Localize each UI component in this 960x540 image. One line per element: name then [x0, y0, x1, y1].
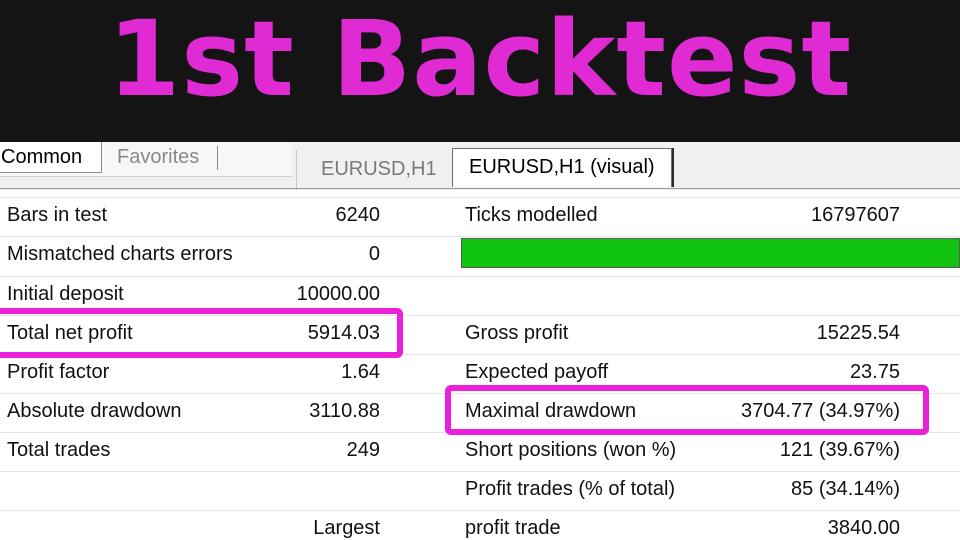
title-banner: 1st Backtest [0, 0, 960, 142]
row-divider [0, 315, 960, 316]
total-trades-label: Total trades [7, 439, 111, 461]
total-net-profit-label: Total net profit [7, 322, 133, 344]
initial-deposit-value: 10000.00 [296, 283, 380, 305]
row-divider [0, 197, 960, 198]
absolute-drawdown-label: Absolute drawdown [7, 400, 182, 422]
gross-profit-value: 15225.54 [816, 322, 900, 344]
row-divider [0, 276, 960, 277]
short-positions-value: 121 (39.67%) [779, 439, 900, 461]
total-net-profit-value: 5914.03 [307, 322, 380, 344]
bars-in-test-value: 6240 [335, 204, 381, 226]
row-divider [0, 236, 960, 237]
modelling-quality-bar [461, 238, 960, 268]
tab-eurusd-h1-visual[interactable]: EURUSD,H1 (visual) [452, 148, 672, 187]
bars-in-test-label: Bars in test [7, 204, 108, 226]
total-net-profit-highlight [0, 308, 403, 358]
row-divider [0, 393, 960, 394]
ticks-modelled-value: 16797607 [811, 204, 900, 226]
tab-separator [217, 146, 218, 170]
profit-factor-label: Profit factor [7, 361, 110, 383]
row-divider [0, 471, 960, 472]
total-trades-value: 249 [346, 439, 380, 461]
tab-common[interactable]: Common [0, 142, 102, 173]
tab-eurusd-h1[interactable]: EURUSD,H1 [296, 150, 461, 190]
expected-payoff-value: 23.75 [849, 361, 900, 383]
tab-bar: Common Favorites EURUSD,H1 EURUSD,H1 (vi… [0, 142, 960, 190]
largest-label: Largest [313, 517, 380, 539]
profit-factor-value: 1.64 [341, 361, 380, 383]
maximal-drawdown-label: Maximal drawdown [465, 400, 637, 422]
ticks-modelled-label: Ticks modelled [465, 204, 598, 226]
maximal-drawdown-value: 3704.77 (34.97%) [740, 400, 900, 422]
expected-payoff-label: Expected payoff [465, 361, 609, 383]
modelling-quality-fill [462, 239, 959, 267]
absolute-drawdown-value: 3110.88 [309, 400, 380, 422]
banner-title: 1st Backtest [107, 0, 853, 120]
row-divider [0, 510, 960, 511]
profit-trades-label: Profit trades (% of total) [465, 478, 676, 500]
largest-profit-trade-value: 3840.00 [827, 517, 900, 539]
tester-results-panel: Common Favorites EURUSD,H1 EURUSD,H1 (vi… [0, 142, 960, 540]
mismatched-errors-value: 0 [368, 243, 380, 265]
initial-deposit-label: Initial deposit [7, 283, 124, 305]
tab-divider [0, 188, 960, 189]
tab-favorites[interactable]: Favorites [117, 146, 200, 168]
largest-profit-trade-label: profit trade [465, 517, 561, 539]
gross-profit-label: Gross profit [465, 322, 569, 344]
mismatched-errors-label: Mismatched charts errors [7, 243, 233, 265]
profit-trades-value: 85 (34.14%) [791, 478, 900, 500]
short-positions-label: Short positions (won %) [465, 439, 677, 461]
row-divider [0, 354, 960, 355]
maximal-drawdown-highlight [445, 385, 929, 435]
